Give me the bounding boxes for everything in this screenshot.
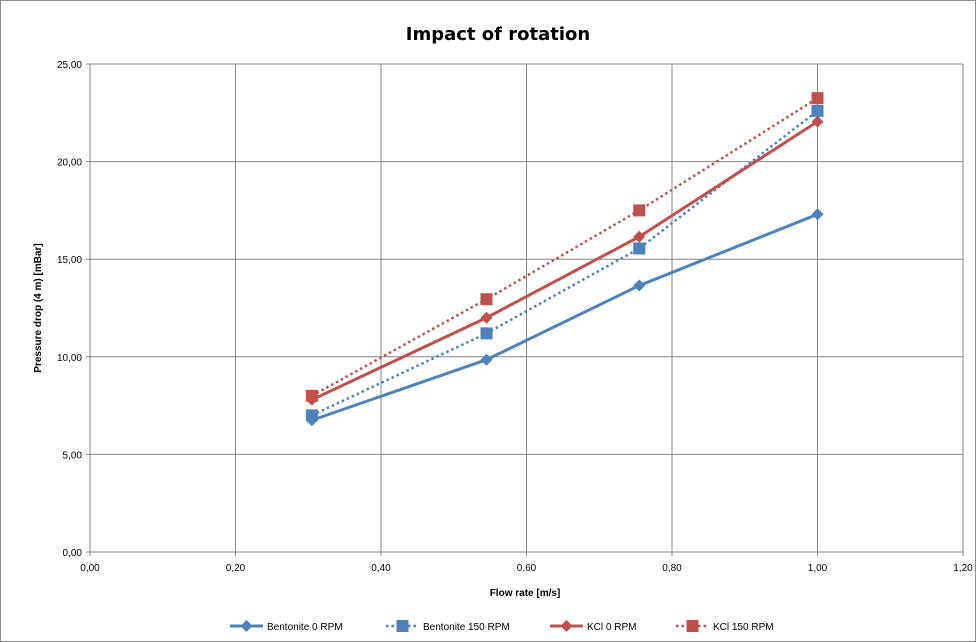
series-line — [311, 109, 819, 417]
legend-marker — [240, 620, 253, 632]
x-tick-label: 0,60 — [517, 563, 537, 574]
x-tick-label: 1,20 — [953, 563, 973, 574]
data-point — [480, 327, 493, 340]
x-tick-label: 0,00 — [80, 563, 100, 574]
legend-marker — [686, 620, 699, 632]
legend-item: Bentonite 150 RPM — [386, 620, 510, 633]
data-point — [305, 409, 318, 422]
data-point — [480, 353, 493, 366]
data-point — [811, 208, 824, 221]
chart-title: Impact of rotation — [406, 24, 590, 45]
series-bentonite-0-rpm — [305, 208, 824, 427]
y-tick-label: 20,00 — [57, 158, 82, 169]
x-axis-title: Flow rate [m/s] — [490, 588, 561, 599]
x-tick-label: 0,20 — [226, 563, 246, 574]
x-tick-label: 0,40 — [371, 563, 391, 574]
legend-item: KCl 150 RPM — [676, 620, 774, 633]
data-point — [480, 293, 493, 306]
x-tick-label: 1,00 — [808, 563, 828, 574]
data-point — [811, 104, 824, 117]
y-axis-title: Pressure drop (4 m) [mBar] — [33, 243, 44, 372]
data-point — [305, 389, 318, 402]
data-point — [811, 92, 824, 105]
legend-marker — [396, 620, 409, 632]
y-tick-label: 25,00 — [57, 60, 82, 71]
tick-labels: 0,00 0,20 0,40 0,60 0,80 1,00 1,20 0,00 5,00 10,0… — [57, 60, 973, 574]
y-tick-label: 10,00 — [57, 353, 82, 364]
series-kcl-0-rpm — [305, 115, 824, 406]
y-tick-label: 5,00 — [63, 450, 83, 461]
legend-label: Bentonite 150 RPM — [423, 622, 510, 633]
y-tick-label: 15,00 — [57, 255, 82, 266]
legend-item: KCl 0 RPM — [550, 620, 636, 633]
series-line — [311, 120, 819, 402]
data-point — [633, 279, 646, 292]
legend: Bentonite 0 RPM Bentonite 150 RPM KCl 0 RP… — [230, 620, 774, 633]
x-tick-label: 0,80 — [662, 563, 682, 574]
legend-item: Bentonite 0 RPM — [230, 620, 343, 633]
legend-label: Bentonite 0 RPM — [267, 622, 343, 633]
y-tick-label: 0,00 — [63, 548, 83, 559]
series-line — [311, 212, 819, 422]
series-kcl-150-rpm — [305, 92, 824, 402]
series-bentonite-150-rpm — [305, 104, 824, 422]
data-point — [811, 115, 824, 128]
legend-label: KCl 150 RPM — [713, 622, 774, 633]
series-line — [311, 97, 819, 397]
data-point — [633, 230, 646, 243]
gridlines — [86, 63, 964, 556]
legend-label: KCl 0 RPM — [587, 622, 636, 633]
data-point — [633, 242, 646, 255]
data-point — [633, 204, 646, 217]
series-group — [305, 92, 824, 427]
legend-marker — [560, 620, 573, 632]
data-point — [480, 311, 493, 324]
